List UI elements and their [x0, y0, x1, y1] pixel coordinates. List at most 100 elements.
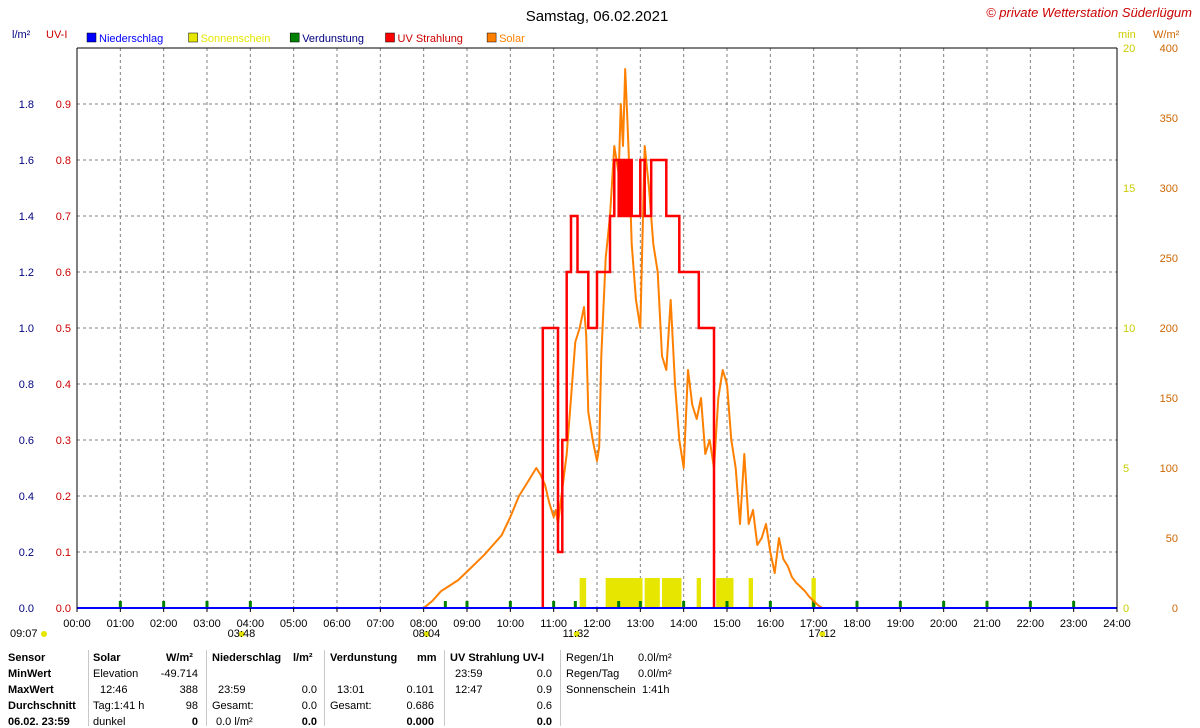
evaporation-tick: [812, 601, 816, 608]
left-inner-tick-label: 0.7: [56, 211, 71, 223]
left-outer-tick-label: 1.2: [19, 267, 34, 279]
solar-r2-label: 12:46: [100, 684, 128, 696]
x-tick-label: 12:00: [583, 618, 611, 630]
right-inner-tick-label: 0: [1123, 603, 1129, 615]
header-niederschlag-unit: l/m²: [293, 652, 313, 664]
right-outer-tick-label: 350: [1160, 113, 1178, 125]
sunshine-bars: [579, 578, 816, 608]
row-label-avg: Durchschnitt: [8, 700, 76, 712]
legend-swatch: [86, 32, 97, 43]
rain-r4-label: 0.0 l/m²: [216, 716, 253, 728]
evaporation-tick: [443, 601, 447, 608]
evap-r3-label: Gesamt:: [330, 700, 372, 712]
evap-r4-value: 0.000: [406, 716, 434, 728]
time-mark-dot: [238, 631, 245, 637]
axis-labels: 00:00 01:00 02:00 03:00 04:00 05:00 06:00 07:00…: [19, 43, 1178, 630]
right-inner-tick-label: 5: [1123, 463, 1129, 475]
solar-series: [423, 68, 823, 609]
x-tick-label: 03:00: [193, 618, 221, 630]
x-tick-label: 23:00: [1060, 618, 1088, 630]
legend-swatch: [289, 32, 300, 43]
right-outer-tick-label: 150: [1160, 393, 1178, 405]
evap-r2-label: 13:01: [337, 684, 365, 696]
uv-r2-label: 12:47: [455, 684, 483, 696]
right-outer-tick-label: 200: [1160, 323, 1178, 335]
right-outer-tick-label: 250: [1160, 253, 1178, 265]
x-tick-label: 21:00: [973, 618, 1001, 630]
legend-entry-label: Sonnenschein: [201, 33, 271, 45]
left-inner-tick-label: 0.5: [56, 323, 71, 335]
header-sensor: Sensor: [8, 652, 46, 664]
weather-chart: 00:00 01:00 02:00 03:00 04:00 05:00 06:00 07:00…: [10, 5, 1192, 640]
x-tick-label: 06:00: [323, 618, 351, 630]
evaporation-tick: [162, 601, 166, 608]
time-mark-dot: [423, 631, 430, 637]
time-mark-label: 08:04: [413, 628, 441, 640]
solar-r1-value: -49.714: [160, 668, 198, 680]
evaporation-tick: [942, 601, 946, 608]
evaporation-tick: [682, 601, 686, 608]
legend-entry-label: UV Strahlung: [398, 33, 463, 45]
time-mark-label: 03:48: [228, 628, 256, 640]
legend-swatch: [385, 32, 395, 43]
evaporation-tick: [248, 601, 252, 608]
header-uv: UV Strahlung UV-I: [450, 652, 545, 664]
x-tick-label: 05:00: [280, 618, 308, 630]
left-inner-tick-label: 0.2: [56, 491, 71, 503]
sunshine-bar: [662, 578, 682, 608]
evaporation-tick: [1028, 601, 1032, 608]
row-label-now: 06.02. 23:59: [8, 716, 70, 728]
sunshine-bar: [644, 578, 660, 608]
left-outer-tick-label: 0.2: [19, 547, 34, 559]
extra-sunshine-value: 1:41h: [642, 684, 670, 696]
evaporation-tick: [985, 601, 989, 608]
x-tick-label: 20:00: [930, 618, 958, 630]
stats-footer: Sensor Solar W/m² Niederschlag l/m² Verd…: [0, 648, 1200, 728]
header-verdunstung: Verdunstung: [330, 652, 398, 664]
x-tick-label: 07:00: [367, 618, 395, 630]
uv-series: [541, 158, 716, 608]
right-inner-unit: min: [1118, 29, 1136, 41]
extra-rain-hour-label: Regen/1h: [566, 652, 614, 664]
right-outer-tick-label: 400: [1160, 43, 1178, 55]
evaporation-tick: [1072, 601, 1076, 608]
x-tick-label: 17:00: [800, 618, 828, 630]
extra-rain-day-value: 0.0l/m²: [638, 668, 672, 680]
time-mark-dot: [573, 631, 580, 637]
x-tick-label: 18:00: [843, 618, 871, 630]
sunshine-bar: [716, 578, 734, 608]
rain-r2-value: 0.0: [301, 684, 317, 696]
evaporation-tick: [552, 601, 556, 608]
evaporation-tick: [118, 601, 122, 608]
rain-r3-label: Gesamt:: [212, 700, 254, 712]
legend-entry-label: Verdunstung: [302, 33, 364, 45]
legend-swatch: [188, 32, 198, 43]
extra-sunshine-label: Sonnenschein: [566, 684, 636, 696]
uv-line: [541, 158, 716, 608]
right-inner-tick-label: 20: [1123, 43, 1135, 55]
left-outer-tick-label: 1.8: [19, 99, 34, 111]
left-inner-unit: UV-I: [46, 29, 67, 41]
x-tick-label: 22:00: [1017, 618, 1045, 630]
rain-r2-label: 23:59: [218, 684, 246, 696]
evaporation-tick: [725, 601, 729, 608]
evaporation-tick: [768, 601, 772, 608]
x-tick-label: 10:00: [497, 618, 525, 630]
uv-r2-value: 0.9: [536, 684, 552, 696]
row-label-min: MinWert: [8, 668, 52, 680]
sunshine-bar: [605, 578, 643, 608]
x-tick-label: 01:00: [107, 618, 135, 630]
left-inner-tick-label: 0.8: [56, 155, 71, 167]
uv-r3-value: 0.6: [536, 700, 552, 712]
legend: Niederschlag Sonnenschein Verdunstung UV St…: [86, 32, 525, 45]
right-outer-tick-label: 300: [1160, 183, 1178, 195]
evaporation-tick: [855, 601, 859, 608]
x-tick-label: 15:00: [713, 618, 741, 630]
evaporation-ticks: [118, 601, 1076, 608]
solar-line: [423, 68, 823, 609]
evaporation-tick: [205, 601, 209, 608]
x-tick-label: 24:00: [1103, 618, 1131, 630]
x-tick-label: 00:00: [63, 618, 91, 630]
evaporation-tick: [617, 601, 621, 608]
time-mark-label: 09:07: [10, 628, 38, 640]
